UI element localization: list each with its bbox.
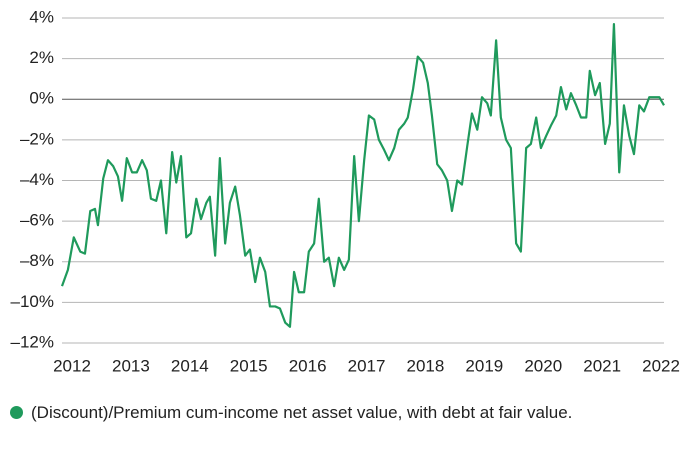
y-tick-label: –6% [20, 211, 54, 230]
x-tick-label: 2021 [583, 356, 621, 375]
y-tick-label: 2% [29, 48, 54, 67]
x-tick-label: 2014 [171, 356, 209, 375]
x-tick-label: 2022 [642, 356, 680, 375]
x-tick-label: 2013 [112, 356, 150, 375]
x-tick-label: 2017 [348, 356, 386, 375]
x-tick-label: 2019 [465, 356, 503, 375]
x-tick-label: 2020 [524, 356, 562, 375]
y-tick-label: –12% [11, 332, 54, 351]
x-tick-label: 2016 [289, 356, 327, 375]
x-tick-label: 2015 [230, 356, 268, 375]
chart: –12% –10% –8% –6% –4% –2% 0% 2% 4% 2012 2013 2014 20… [11, 7, 680, 375]
legend: (Discount)/Premium cum-income net asset … [10, 401, 670, 425]
y-tick-label: –10% [11, 292, 54, 311]
legend-label: (Discount)/Premium cum-income net asset … [31, 403, 573, 422]
y-tick-label: 4% [29, 7, 54, 26]
y-tick-label: –4% [20, 170, 54, 189]
x-tick-label: 2018 [407, 356, 445, 375]
y-tick-label: 0% [29, 89, 54, 108]
y-tick-label: –2% [20, 129, 54, 148]
legend-swatch [10, 406, 23, 419]
y-tick-label: –8% [20, 251, 54, 270]
data-line [60, 22, 665, 328]
x-tick-label: 2012 [53, 356, 91, 375]
